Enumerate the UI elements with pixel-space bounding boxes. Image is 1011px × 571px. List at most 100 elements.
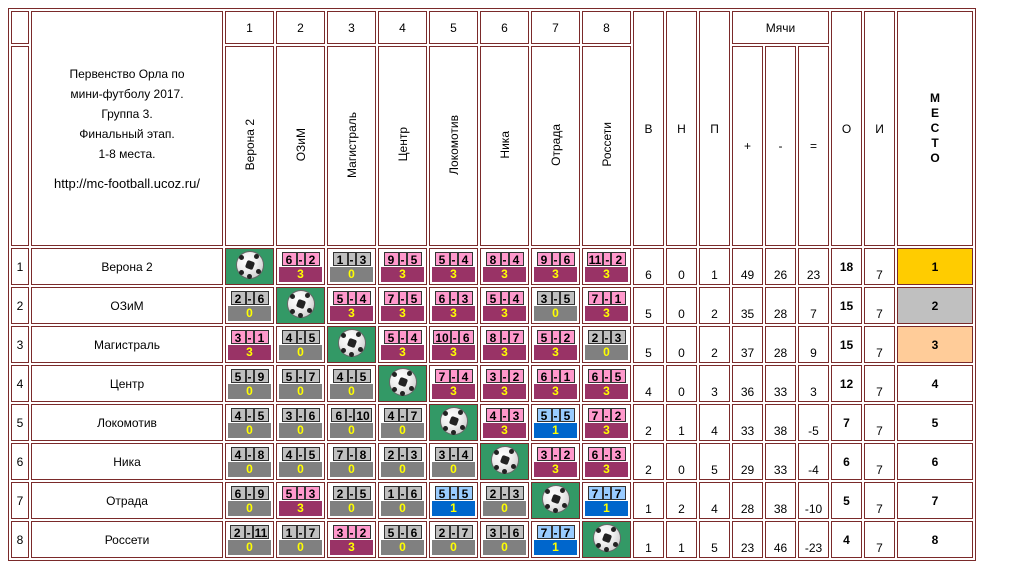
match-points: 1 [585, 501, 628, 516]
goals-conceded: 2 [610, 407, 626, 423]
games-header: И [864, 11, 895, 246]
team-name: Центр [31, 365, 223, 402]
match-points: 3 [330, 540, 373, 555]
goals-scored: 5 [434, 251, 450, 267]
match-score: 2-11 [228, 524, 271, 540]
place-letter: С [930, 121, 940, 135]
score-dash: - [603, 251, 612, 267]
match-score: 10-6 [432, 329, 475, 345]
goals-scored: 6 [331, 407, 347, 423]
match-score: 5-4 [432, 251, 475, 267]
team-name: Россети [31, 521, 223, 558]
points: 15 [831, 287, 862, 324]
goals-for: 35 [732, 287, 763, 324]
goals-conceded: 2 [559, 446, 575, 462]
team-row: 5 Локомотив 4-5 0 3-6 0 6-10 0 4-7 0 4-3 3 5-5 1 7-2 3 2… [11, 404, 973, 441]
score-dash: - [602, 485, 611, 501]
score-dash: - [296, 446, 305, 462]
score-dash: - [245, 407, 254, 423]
match-points: 3 [483, 267, 526, 282]
match-score: 3-2 [534, 446, 577, 462]
match-points: 3 [534, 462, 577, 477]
match-score: 11-2 [585, 251, 628, 267]
match-score: 7-5 [381, 290, 424, 306]
match-points: 0 [279, 384, 322, 399]
balls-header: Мячи [732, 11, 829, 44]
match-score: 2-6 [228, 290, 271, 306]
match-score: 8-4 [483, 251, 526, 267]
goals-conceded: 7 [610, 485, 626, 501]
score-dash: - [602, 329, 611, 345]
score-dash: - [296, 485, 305, 501]
goals-scored: 7 [587, 290, 603, 306]
site-url-link[interactable]: http://mc-football.ucoz.ru/ [54, 175, 200, 191]
match-points: 0 [381, 423, 424, 438]
score-dash: - [347, 251, 356, 267]
match-score: 8-7 [483, 329, 526, 345]
match-score: 1-3 [330, 251, 373, 267]
goals-against: 46 [765, 521, 796, 558]
games-played: 7 [864, 482, 895, 519]
goals-conceded: 2 [355, 524, 371, 540]
goals-for: 49 [732, 248, 763, 285]
goals-conceded: 7 [508, 329, 524, 345]
match-score: 7-4 [432, 368, 475, 384]
score-dash: - [449, 290, 458, 306]
wins: 6 [633, 248, 664, 285]
score-dash: - [449, 524, 458, 540]
score-dash: - [449, 446, 458, 462]
goals-conceded: 6 [304, 407, 320, 423]
header-row-numbers: Первенство Орла по мини-футболу 2017. Гр… [11, 11, 973, 246]
self-match-cell [480, 443, 529, 480]
col-team-7: Отрада [531, 46, 580, 246]
goals-scored: 5 [434, 485, 450, 501]
corner-cell-2 [11, 46, 29, 246]
match-score: 5-5 [432, 485, 475, 501]
col-team-label: Локомотив [446, 114, 461, 175]
match-score: 2-3 [585, 329, 628, 345]
goals-conceded: 5 [253, 407, 269, 423]
match-points: 3 [432, 384, 475, 399]
goals-scored: 6 [536, 368, 552, 384]
goal-diff-header: = [798, 46, 829, 246]
team-name: Верона 2 [31, 248, 223, 285]
goals-scored: 8 [485, 329, 501, 345]
match-score: 6-5 [585, 368, 628, 384]
score-dash: - [244, 524, 253, 540]
goal-diff: -10 [798, 482, 829, 519]
team-name: Отрада [31, 482, 223, 519]
self-match-cell [429, 404, 478, 441]
col-team-5: Локомотив [429, 46, 478, 246]
match-score: 3-4 [432, 446, 475, 462]
match-points: 1 [432, 501, 475, 516]
col-number-8: 8 [582, 11, 631, 44]
match-score: 7-7 [585, 485, 628, 501]
goal-diff: 23 [798, 248, 829, 285]
goals-conceded: 3 [304, 485, 320, 501]
goals-scored: 5 [383, 524, 399, 540]
match-score: 5-4 [483, 290, 526, 306]
row-number: 4 [11, 365, 29, 402]
team-row: 7 Отрада 6-9 0 5-3 3 2-5 0 1-6 0 5-5 1 2-3 0 7-7 1 1 2 4 28… [11, 482, 973, 519]
team-row: 6 Ника 4-8 0 4-5 0 7-8 0 2-3 0 3-4 0 3-2 3 6-3 3 2 0 5 29 33… [11, 443, 973, 480]
place-letter: М [930, 91, 940, 105]
col-number-7: 7 [531, 11, 580, 44]
team-row: 8 Россети 2-11 0 1-7 0 3-2 3 5-6 0 2-7 0 3-6 0 7-7 1 1 1 5… [11, 521, 973, 558]
match-points: 3 [279, 267, 322, 282]
match-points: 0 [330, 423, 373, 438]
match-score: 5-2 [534, 329, 577, 345]
goals-scored: 9 [383, 251, 399, 267]
match-points: 0 [228, 540, 271, 555]
